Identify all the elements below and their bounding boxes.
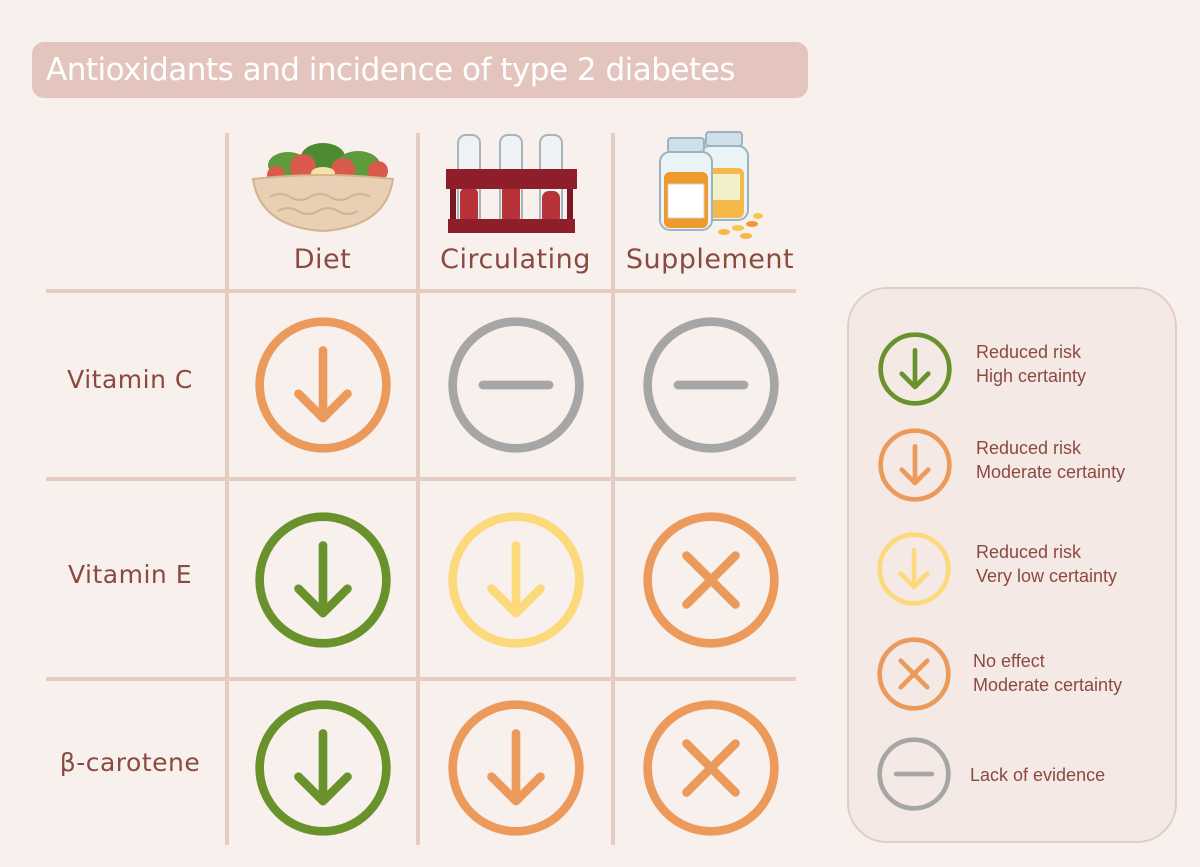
status-ring [878, 332, 952, 406]
status-ring [877, 637, 951, 711]
status-ring [643, 317, 779, 453]
status-ring [448, 512, 584, 648]
row-label-beta-carotene: β-carotene [59, 748, 201, 777]
legend-entry-2: Reduced risk Moderate certainty [976, 436, 1125, 484]
down-arrow-head [899, 467, 931, 486]
legend-entry-3: Reduced risk Very low certainty [976, 540, 1117, 588]
legend-entry-1-line2: High certainty [976, 366, 1087, 386]
cell-vitamin-c-supplement-icon [643, 317, 779, 453]
legend-entry-5-line1: Lack of evidence [970, 765, 1106, 785]
grid-line-vertical-2 [416, 133, 420, 845]
legend-icon-reduced-high [878, 332, 952, 406]
column-label-diet: Diet [293, 244, 352, 275]
status-ring [643, 700, 779, 836]
cell-vitamin-c-diet-icon [255, 317, 391, 453]
grid-line-horizontal-1 [46, 289, 796, 293]
legend-entry-5: Lack of evidence [970, 763, 1105, 787]
cell-vitamin-e-circulating-icon [448, 512, 584, 648]
legend-entry-2-line1: Reduced risk [976, 438, 1082, 458]
legend-entry-3-line2: Very low certainty [976, 566, 1118, 586]
legend-entry-1-line1: Reduced risk [976, 342, 1082, 362]
pill-bottles-icon [659, 131, 763, 239]
legend-entry-4: No effect Moderate certainty [973, 649, 1122, 697]
status-ring [877, 532, 951, 606]
column-label-circulating: Circulating [440, 244, 591, 275]
status-ring [255, 317, 391, 453]
legend-entry-4-line1: No effect [973, 651, 1045, 671]
down-arrow-head [487, 584, 545, 618]
legend-icon-reduced-very-low [877, 532, 951, 606]
status-ring [448, 317, 584, 453]
grid-line-horizontal-2 [46, 477, 796, 481]
cell-vitamin-c-circulating-icon [448, 317, 584, 453]
grid-line-vertical-1 [225, 133, 229, 845]
test-tubes-icon [446, 134, 577, 233]
page-title: Antioxidants and incidence of type 2 dia… [46, 52, 735, 88]
down-arrow-head [294, 584, 352, 618]
down-arrow-head [898, 571, 930, 590]
legend-entry-4-line2: Moderate certainty [973, 675, 1123, 695]
status-ring [255, 700, 391, 836]
status-ring [877, 737, 951, 811]
legend-icon-reduced-moderate [878, 428, 952, 502]
legend-entry-1: Reduced risk High certainty [976, 340, 1086, 388]
column-label-supplement: Supplement [625, 244, 795, 275]
cross-icon-stroke [682, 551, 740, 609]
status-ring [255, 512, 391, 648]
cross-icon-stroke [682, 739, 740, 797]
title-banner: Antioxidants and incidence of type 2 dia… [32, 42, 808, 98]
salad-bowl-icon [251, 143, 395, 233]
cell-vitamin-e-supplement-icon [643, 512, 779, 648]
legend-panel [847, 287, 1177, 843]
grid-line-horizontal-3 [46, 677, 796, 681]
status-ring [643, 512, 779, 648]
cell-beta-carotene-circulating-icon [448, 700, 584, 836]
grid-line-vertical-3 [611, 133, 615, 845]
down-arrow-head [899, 371, 931, 390]
cell-vitamin-e-diet-icon [255, 512, 391, 648]
cell-beta-carotene-supplement-icon [643, 700, 779, 836]
legend-icon-no-effect [877, 637, 951, 711]
down-arrow-head [294, 772, 352, 806]
status-ring [878, 428, 952, 502]
cross-icon-stroke [898, 658, 930, 690]
cell-beta-carotene-diet-icon [255, 700, 391, 836]
down-arrow-head [294, 389, 352, 423]
row-label-vitamin-e: Vitamin E [67, 560, 192, 589]
down-arrow-head [487, 772, 545, 806]
row-label-vitamin-c: Vitamin C [67, 365, 193, 394]
legend-entry-2-line2: Moderate certainty [976, 462, 1126, 482]
legend-entry-3-line1: Reduced risk [976, 542, 1082, 562]
legend-icon-lack-of-evidence [877, 737, 951, 811]
status-ring [448, 700, 584, 836]
